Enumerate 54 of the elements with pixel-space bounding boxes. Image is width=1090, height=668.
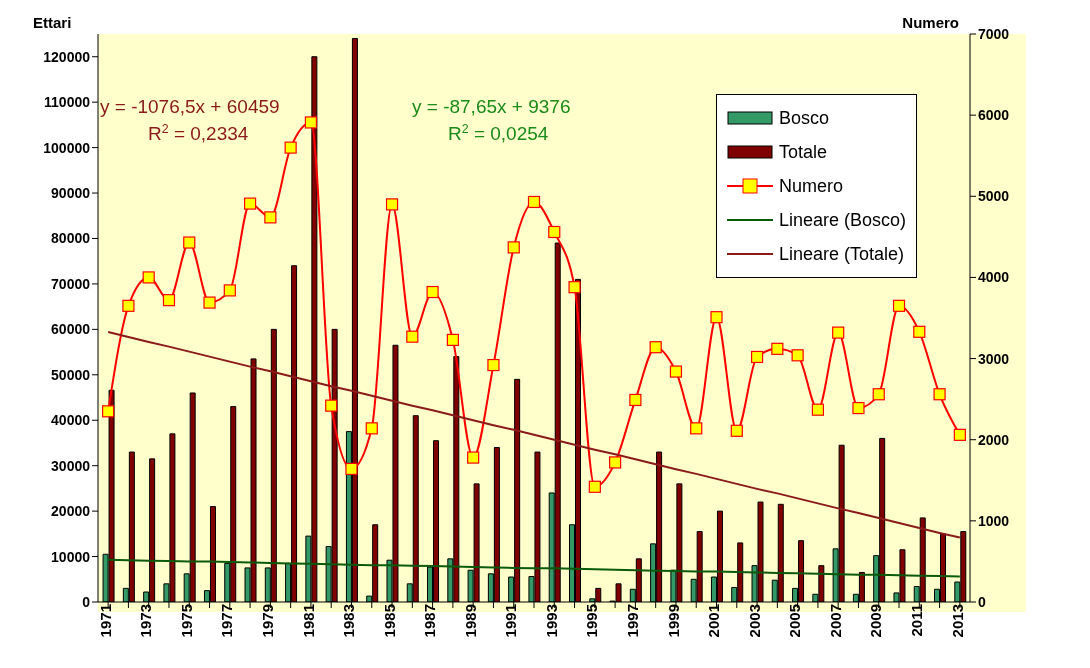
y-tick-label: 20000 — [51, 503, 91, 520]
legend-label: Totale — [779, 141, 828, 163]
legend-label: Bosco — [779, 107, 830, 129]
y2-tick-label: 4000 — [978, 269, 1010, 286]
annotation: R$^{2}$ = 0,2334 — [148, 122, 249, 145]
y-tick-label: 80000 — [51, 230, 91, 247]
y-tick-label: 70000 — [51, 275, 91, 292]
y2-axis-title: Numero — [902, 13, 959, 31]
x-tick-label: 2013 — [948, 604, 966, 638]
y-tick-label: 100000 — [43, 139, 91, 156]
x-tick-label: 1981 — [299, 604, 317, 638]
annotation: y = -87,65x + 9376 — [412, 96, 571, 117]
legend-label: Numero — [779, 175, 844, 197]
x-tick-label: 1983 — [340, 604, 358, 638]
x-tick-label: 1971 — [96, 604, 114, 638]
y2-tick-label: 7000 — [978, 25, 1010, 42]
x-tick-label: 2001 — [705, 604, 723, 638]
y2-tick-label: 1000 — [978, 512, 1010, 529]
x-tick-label: 2011 — [907, 604, 925, 637]
x-tick-label: 1975 — [177, 604, 195, 638]
x-tick-label: 1999 — [664, 604, 682, 638]
y-tick-label: 10000 — [51, 548, 91, 565]
y-tick-label: 0 — [82, 593, 91, 610]
x-tick-label: 1997 — [624, 604, 642, 638]
y2-tick-label: 0 — [978, 593, 986, 610]
annotation: y = -1076,5x + 60459 — [100, 96, 280, 117]
x-tick-label: 2009 — [867, 604, 885, 638]
legend-label: Lineare (Bosco) — [779, 209, 907, 231]
y-tick-label: 50000 — [51, 366, 91, 383]
x-tick-label: 1973 — [137, 604, 155, 638]
y2-tick-label: 3000 — [978, 350, 1010, 367]
y-tick-label: 120000 — [43, 48, 91, 65]
y-tick-label: 90000 — [51, 185, 91, 202]
x-tick-label: 1995 — [583, 604, 601, 638]
y2-tick-label: 2000 — [978, 431, 1010, 448]
y2-tick-label: 6000 — [978, 107, 1010, 124]
x-tick-label: 1991 — [502, 604, 520, 638]
annotation: R$^{2}$ = 0,0254 — [448, 122, 549, 145]
y-tick-label: 110000 — [44, 94, 91, 111]
x-tick-label: 1979 — [259, 604, 277, 638]
x-tick-label: 1987 — [421, 604, 439, 638]
y-tick-label: 40000 — [51, 412, 91, 429]
x-tick-label: 1989 — [461, 604, 479, 638]
x-tick-label: 2005 — [786, 604, 804, 638]
x-tick-label: 1993 — [542, 604, 560, 638]
legend-label: Lineare (Totale) — [779, 243, 905, 265]
x-tick-label: 1985 — [380, 604, 398, 638]
y-axis-title: Ettari — [33, 13, 72, 31]
x-tick-label: 2007 — [826, 604, 844, 638]
x-tick-label: 1977 — [218, 604, 236, 638]
y-tick-label: 30000 — [51, 457, 91, 474]
y-tick-label: 60000 — [51, 321, 91, 338]
y2-tick-label: 5000 — [978, 188, 1010, 205]
x-tick-label: 2003 — [745, 604, 763, 638]
